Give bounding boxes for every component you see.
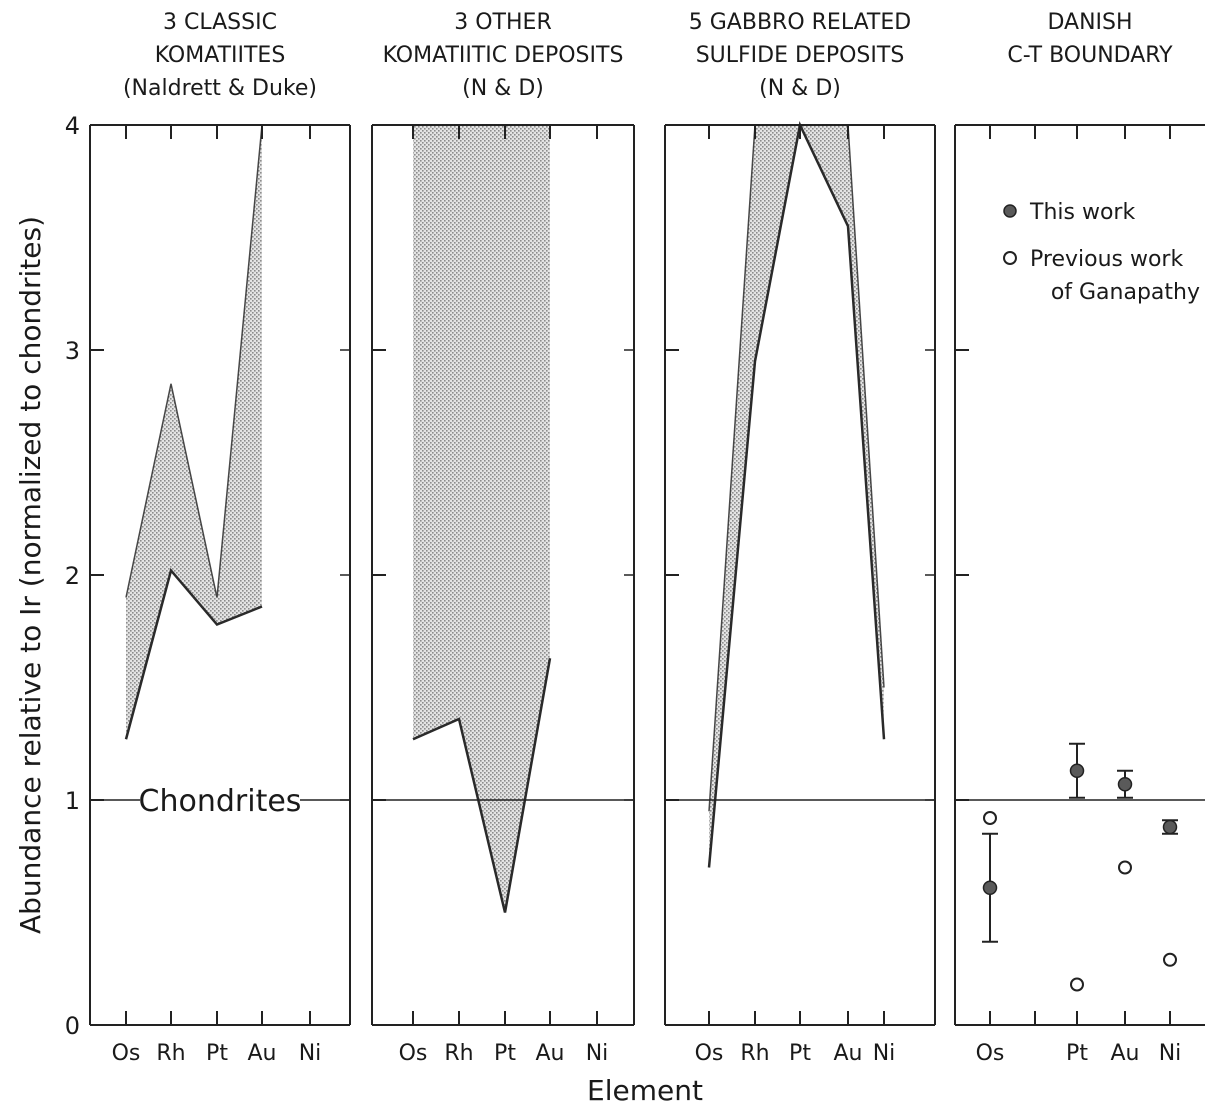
legend-label: This work	[1029, 200, 1135, 225]
x-tick-label: Ni	[586, 1041, 609, 1066]
x-tick-label: Rh	[740, 1041, 769, 1066]
panel-title-line: C-T BOUNDARY	[1007, 43, 1173, 68]
panel-title-line: (N & D)	[759, 76, 841, 101]
x-tick-label: Ni	[299, 1041, 322, 1066]
panel-title-line: KOMATIITIC DEPOSITS	[383, 43, 624, 68]
legend-marker-filled	[1003, 204, 1017, 218]
y-tick-label: 0	[65, 1012, 80, 1040]
panel-title-line: 3 OTHER	[454, 10, 551, 35]
y-axis-label: Abundance relative to Ir (normalized to …	[14, 216, 47, 934]
band-upper-line	[125, 124, 263, 598]
data-point-filled	[1162, 819, 1178, 835]
x-tick-label: Os	[976, 1041, 1005, 1066]
x-tick-label: Pt	[789, 1041, 811, 1066]
band-lower-line	[124, 567, 263, 740]
plot-area: Abundance relative to Ir (normalized to …	[14, 10, 1205, 1107]
data-point-open	[983, 811, 997, 825]
x-tick-label: Au	[536, 1041, 565, 1066]
data-band	[126, 125, 262, 740]
panel-title-line: 3 CLASSIC	[163, 10, 277, 35]
y-tick-label: 3	[65, 337, 80, 365]
panel-title-line: 5 GABBRO RELATED	[689, 10, 911, 35]
x-tick-label: Au	[1111, 1041, 1140, 1066]
x-tick-label: Rh	[444, 1041, 473, 1066]
data-point-open	[1118, 860, 1132, 875]
x-tick-label: Ni	[1159, 1041, 1182, 1066]
data-band	[709, 125, 884, 868]
panel-title-line: (N & D)	[462, 76, 544, 101]
legend-marker-open	[1003, 251, 1017, 265]
data-point-filled	[982, 880, 998, 895]
reference-line-label: Chondrites	[139, 784, 302, 819]
x-tick-label: Pt	[1066, 1041, 1088, 1066]
panel-title-line: (Naldrett & Duke)	[123, 76, 317, 101]
x-tick-label: Pt	[494, 1041, 516, 1066]
x-tick-label: Au	[834, 1041, 863, 1066]
panel-title-line: SULFIDE DEPOSITS	[696, 43, 905, 68]
legend-label: of Ganapathy	[1051, 280, 1200, 305]
data-point-open	[1070, 977, 1084, 992]
panel-title-line: DANISH	[1047, 10, 1132, 35]
legend-label: Previous work	[1030, 247, 1183, 272]
x-tick-label: Au	[248, 1041, 277, 1066]
y-tick-label: 2	[65, 562, 80, 590]
data-point-filled	[1117, 777, 1133, 792]
x-tick-label: Ni	[873, 1041, 896, 1066]
x-tick-label: Rh	[156, 1041, 185, 1066]
data-point-filled	[1069, 763, 1085, 778]
band-lower-line	[412, 658, 552, 913]
data-point-open	[1163, 952, 1177, 967]
x-tick-label: Pt	[206, 1041, 228, 1066]
y-tick-label: 4	[65, 112, 80, 140]
panel-title-line: KOMATIITES	[155, 43, 286, 68]
x-tick-label: Os	[695, 1041, 724, 1066]
data-band	[413, 125, 550, 913]
x-axis-label: Element	[587, 1074, 703, 1107]
x-tick-label: Os	[399, 1041, 428, 1066]
x-tick-label: Os	[112, 1041, 141, 1066]
y-tick-label: 1	[65, 787, 80, 815]
